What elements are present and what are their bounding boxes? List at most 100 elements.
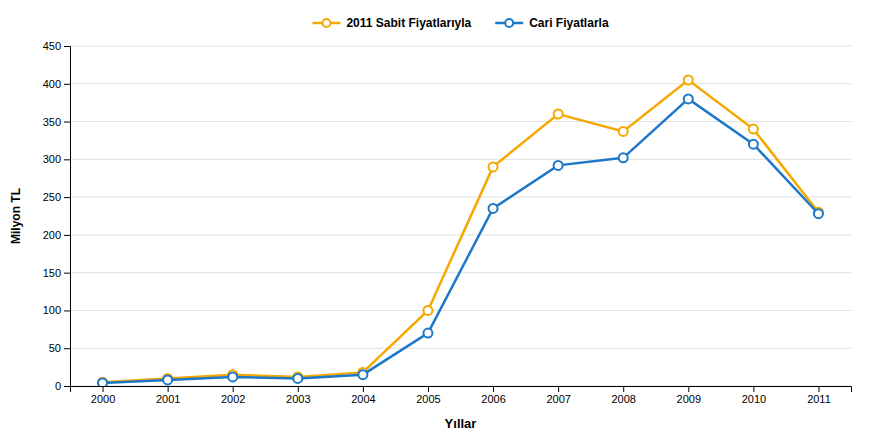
tick-mark (168, 386, 169, 392)
tick-label: 200 (43, 229, 61, 241)
grid-line (70, 46, 851, 47)
grid-line (70, 234, 851, 235)
y-tick: 150 (43, 267, 70, 279)
x-axis-title: Yıllar (445, 416, 477, 431)
tick-mark (64, 46, 70, 47)
tick-label: 350 (43, 116, 61, 128)
data-point (489, 162, 498, 171)
tick-mark (233, 386, 234, 392)
tick-mark (64, 159, 70, 160)
tick-label: 100 (43, 304, 61, 316)
data-point (749, 140, 758, 149)
tick-label: 2000 (91, 393, 115, 405)
tick-label: 50 (49, 342, 61, 354)
axis-line (64, 47, 71, 387)
tick-label: 2005 (416, 393, 440, 405)
grid-line (70, 83, 851, 84)
tick-mark (558, 386, 559, 392)
x-tick: 2009 (677, 386, 701, 405)
y-tick: 450 (43, 40, 70, 52)
y-tick: 350 (43, 116, 70, 128)
x-tick: 2002 (221, 386, 245, 405)
data-point (98, 378, 107, 386)
y-axis-title: Milyon TL (9, 188, 23, 244)
tick-mark (623, 386, 624, 392)
tick-mark (64, 84, 70, 85)
y-tick: 200 (43, 229, 70, 241)
x-tick: 2004 (351, 386, 375, 405)
data-point (228, 372, 237, 381)
data-point (163, 375, 172, 384)
tick-label: 2003 (286, 393, 310, 405)
data-point (293, 374, 302, 383)
legend-item: 2011 Sabit Fiyatlarıyla (312, 16, 471, 30)
y-tick: 0 (55, 380, 70, 392)
data-point (684, 94, 693, 103)
plot-area (98, 76, 823, 387)
tick-mark (64, 197, 70, 198)
data-point (684, 76, 693, 85)
data-point (423, 329, 432, 338)
tick-mark (818, 386, 819, 392)
tick-label: 2001 (156, 393, 180, 405)
tick-label: 0 (55, 380, 61, 392)
plot-root: 2000200120022003200420052006200720082009… (9, 40, 852, 431)
tick-label: 2011 (807, 393, 831, 405)
data-point (619, 127, 628, 136)
grid-line (70, 197, 851, 198)
data-point (358, 370, 367, 379)
y-tick: 400 (43, 78, 70, 90)
tick-label: 2008 (611, 393, 635, 405)
grid-line (70, 159, 851, 160)
x-tick: 2006 (481, 386, 505, 405)
x-tick: 2008 (611, 386, 635, 405)
tick-mark (64, 386, 70, 387)
y-tick: 100 (43, 304, 70, 316)
series-line (103, 80, 819, 382)
data-point (619, 153, 628, 162)
tick-label: 2006 (481, 393, 505, 405)
data-point (554, 161, 563, 170)
data-point (98, 378, 107, 386)
tick-mark (363, 386, 364, 392)
tick-label: 250 (43, 191, 61, 203)
tick-label: 150 (43, 267, 61, 279)
x-tick: 2003 (286, 386, 310, 405)
legend-label: 2011 Sabit Fiyatlarıyla (346, 16, 471, 30)
tick-label: 2009 (677, 393, 701, 405)
grid-line (70, 310, 851, 311)
tick-mark (64, 348, 70, 349)
axis-line (71, 387, 852, 393)
tick-mark (64, 235, 70, 236)
x-tick: 2000 (91, 386, 115, 405)
tick-mark (428, 386, 429, 392)
y-axis: 0 50 100 150 200 250 300 350 400 450 (43, 40, 71, 392)
x-tick: 2010 (742, 386, 766, 405)
tick-mark (64, 310, 70, 311)
series-line (103, 99, 819, 383)
data-point (814, 209, 823, 218)
data-point (489, 204, 498, 213)
legend-label: Cari Fiyatlarla (529, 16, 609, 30)
x-tick: 2007 (546, 386, 570, 405)
tick-mark (753, 386, 754, 392)
x-tick: 2011 (807, 386, 831, 405)
legend: 2011 Sabit Fiyatlarıyla Cari Fiyatlarla (312, 16, 608, 30)
y-tick: 300 (43, 153, 70, 165)
legend-marker (505, 19, 513, 27)
tick-label: 2010 (742, 393, 766, 405)
grid (70, 46, 851, 386)
tick-mark (688, 386, 689, 392)
tick-label: 300 (43, 153, 61, 165)
tick-mark (298, 386, 299, 392)
tick-label: 450 (43, 40, 61, 52)
grid-line (70, 348, 851, 349)
data-point (423, 306, 432, 315)
tick-label: 2007 (546, 393, 570, 405)
tick-label: 2002 (221, 393, 245, 405)
tick-mark (493, 386, 494, 392)
y-tick: 250 (43, 191, 70, 203)
data-point (554, 110, 563, 119)
tick-mark (103, 386, 104, 392)
tick-label: 2004 (351, 393, 375, 405)
